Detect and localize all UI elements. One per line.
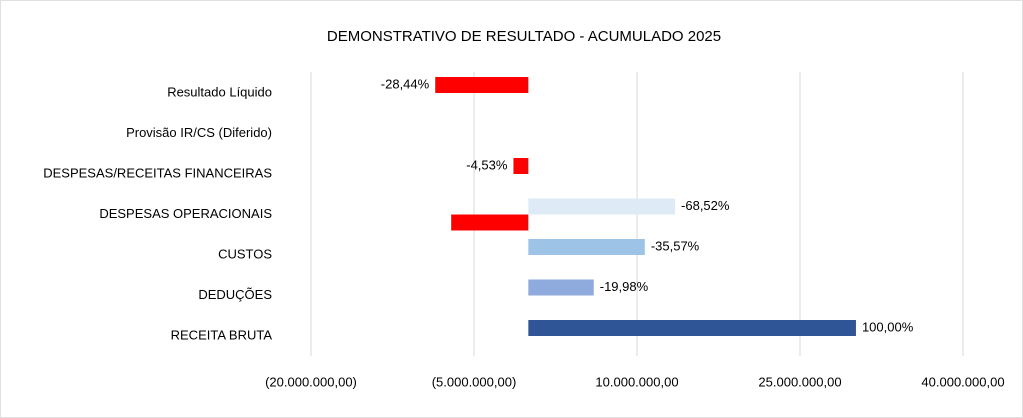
category-label: DESPESAS OPERACIONAIS [99, 206, 272, 221]
x-tick-label: 40.000.000,00 [921, 374, 1004, 389]
bar [451, 214, 529, 231]
chart-title: DEMONSTRATIVO DE RESULTADO - ACUMULADO 2… [327, 28, 721, 45]
category-label: RECEITA BRUTA [171, 327, 273, 342]
bar [528, 198, 676, 215]
x-tick-label: (20.000.000,00) [265, 374, 357, 389]
data-label: -35,57% [651, 238, 700, 253]
data-label: -68,52% [681, 198, 730, 213]
data-label: -28,44% [381, 76, 430, 91]
data-label: -19,98% [600, 279, 649, 294]
category-label: DESPESAS/RECEITAS FINANCEIRAS [43, 165, 272, 180]
category-label: DEDUÇÕES [198, 287, 272, 302]
category-label: CUSTOS [218, 246, 272, 261]
bar [528, 279, 594, 296]
category-label: Resultado Líquido [167, 84, 272, 99]
data-label: 100,00% [862, 319, 914, 334]
data-label: -4,53% [466, 157, 508, 172]
x-tick-label: 10.000.000,00 [595, 374, 678, 389]
category-label: Provisão IR/CS (Diferido) [126, 125, 272, 140]
bar [528, 320, 856, 336]
bar [513, 158, 529, 174]
bar [435, 77, 529, 93]
x-tick-label: 25.000.000,00 [758, 374, 841, 389]
bar [528, 239, 645, 255]
x-tick-label: (5.000.000,00) [432, 374, 517, 389]
